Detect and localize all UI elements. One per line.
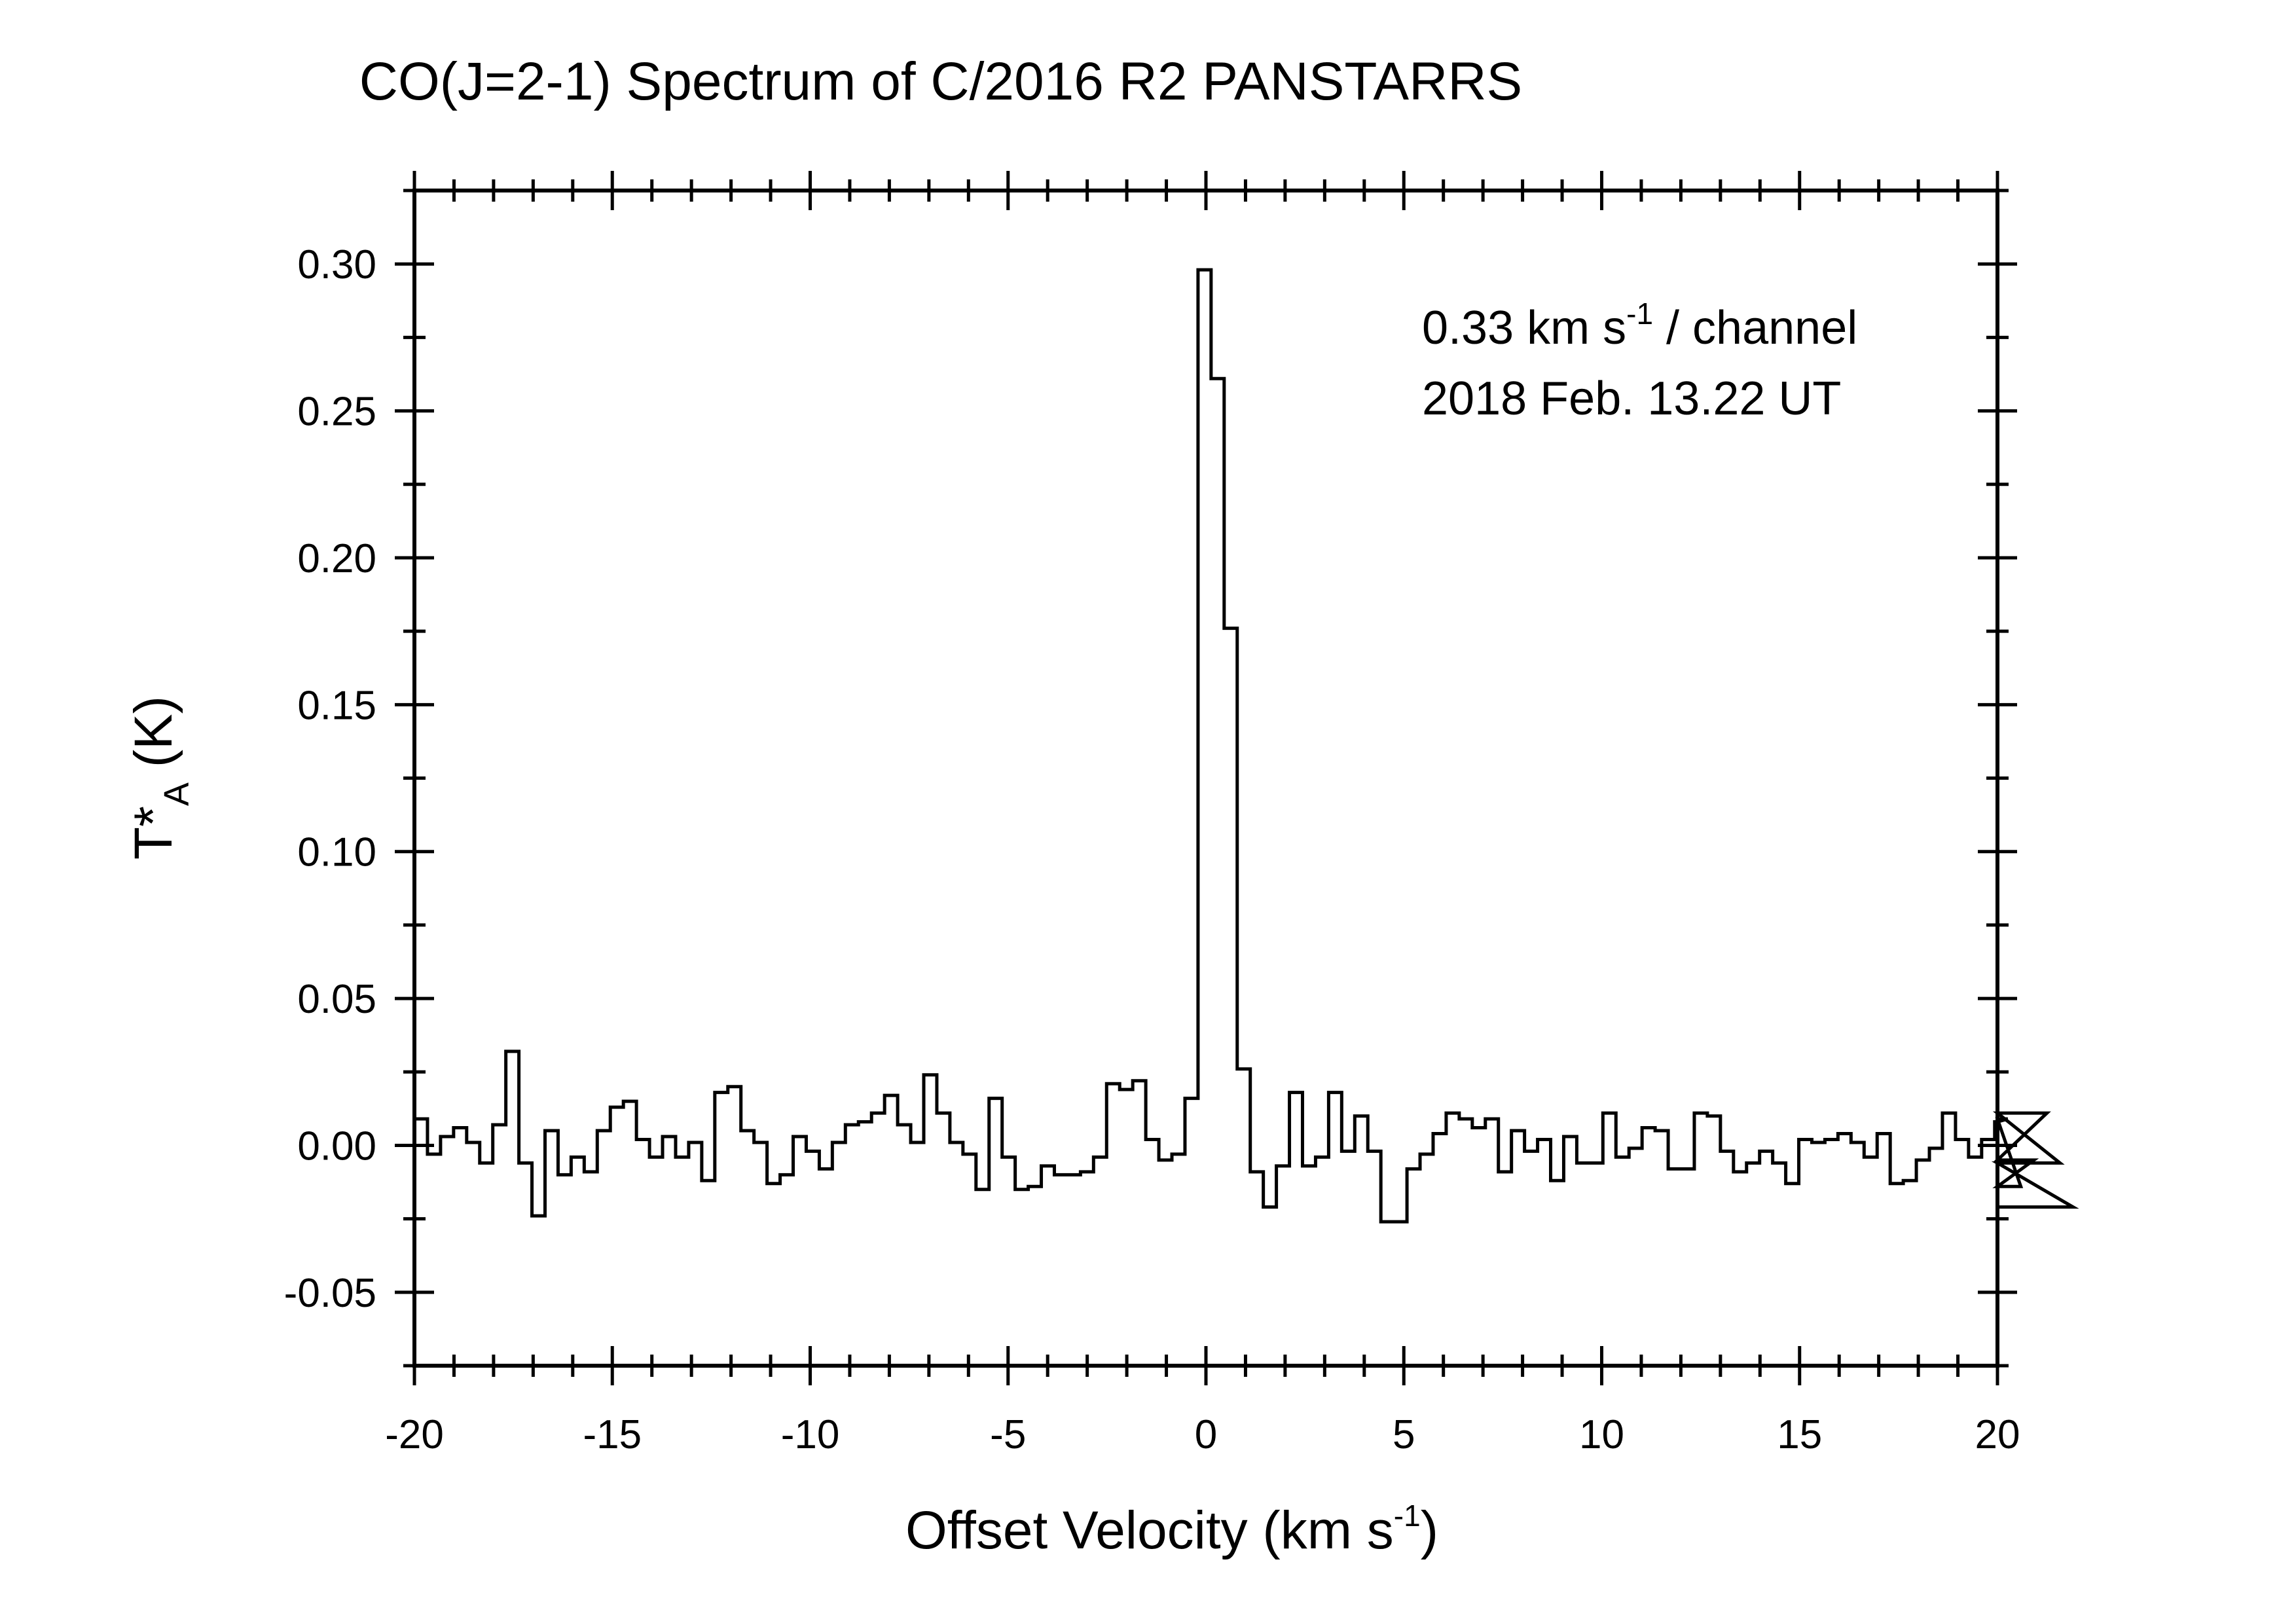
x-tick-label: 15 (1777, 1412, 1822, 1457)
y-tick-label: 0.15 (297, 683, 376, 728)
annotation-channel-sup: -1 (1626, 297, 1653, 331)
x-tick-label: 0 (1195, 1412, 1217, 1457)
y-axis-title-main: T* (124, 806, 183, 860)
annotation-channel-main: 0.33 km s (1422, 302, 1626, 354)
y-axis-title: T*A (K) (124, 696, 196, 860)
annotation-date: 2018 Feb. 13.22 UT (1422, 373, 1841, 425)
x-tick-label: -20 (385, 1412, 444, 1457)
x-axis-title-main: Offset Velocity (km s (905, 1501, 1394, 1560)
x-axis-title-sup: -1 (1394, 1499, 1421, 1533)
y-tick-label: 0.05 (297, 977, 376, 1022)
y-tick-label: 0.00 (297, 1123, 376, 1169)
series-line-co (414, 268, 2079, 1224)
x-tick-labels: -20 -15 -10 -5 0 5 10 15 20 (385, 1412, 2020, 1457)
y-tick-label: -0.05 (284, 1271, 376, 1316)
y-axis-title-unit: (K) (124, 696, 183, 782)
x-axis-title: Offset Velocity (km s-1) (905, 1499, 1438, 1560)
axis-ticks (395, 171, 2017, 1385)
annotation-channel: 0.33 km s-1 / channel (1422, 297, 1857, 354)
y-tick-label: 0.20 (297, 536, 376, 581)
x-tick-label: -10 (781, 1412, 840, 1457)
x-tick-label: 10 (1579, 1412, 1624, 1457)
annotation-channel-rest: / channel (1653, 302, 1857, 354)
x-tick-label: 20 (1975, 1412, 2020, 1457)
x-tick-label: -5 (990, 1412, 1026, 1457)
y-tick-label: 0.25 (297, 390, 376, 435)
x-axis-title-close: ) (1421, 1501, 1438, 1560)
plot-frame (412, 189, 1999, 1368)
y-axis-title-sub: A (157, 782, 196, 806)
chart-title: CO(J=2-1) Spectrum of C/2016 R2 PANSTARR… (359, 52, 1523, 111)
y-tick-labels: -0.05 0.00 0.05 0.10 0.15 0.20 0.25 0.30 (284, 242, 376, 1316)
y-tick-label: 0.30 (297, 242, 376, 287)
x-tick-label: 5 (1393, 1412, 1415, 1457)
x-tick-label: -15 (583, 1412, 642, 1457)
y-tick-label: 0.10 (297, 830, 376, 875)
